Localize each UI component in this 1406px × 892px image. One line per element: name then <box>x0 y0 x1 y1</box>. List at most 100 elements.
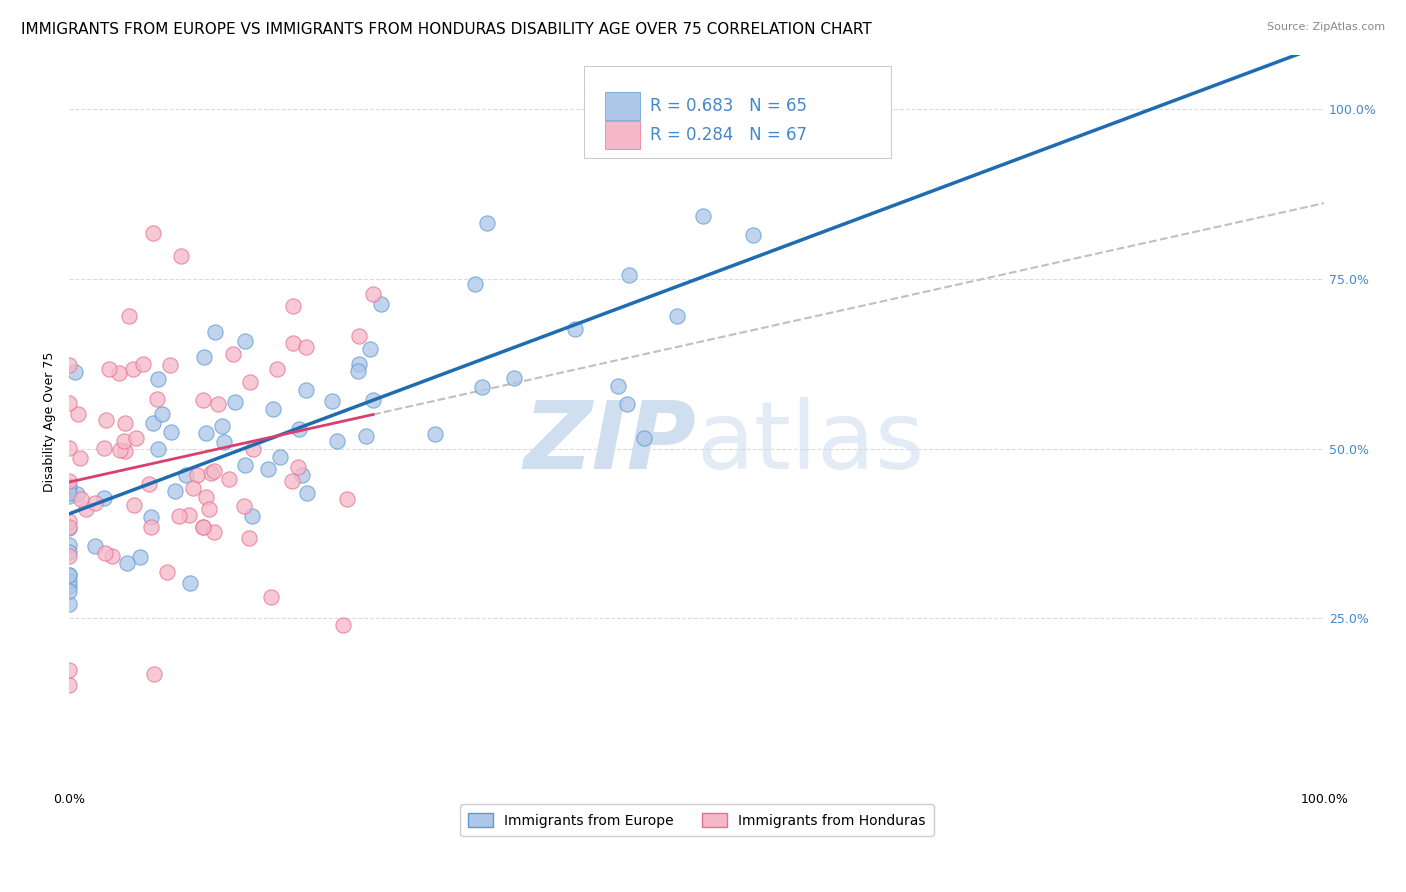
Point <box>233 458 256 472</box>
Point <box>174 467 197 482</box>
Point <box>94 413 117 427</box>
Point <box>142 416 165 430</box>
Point <box>75 501 97 516</box>
Point <box>242 442 264 456</box>
Point <box>58 358 80 372</box>
Point <box>121 362 143 376</box>
Point <box>197 501 219 516</box>
Point <box>58 478 80 492</box>
Point <box>281 474 304 488</box>
Point <box>159 425 181 439</box>
Point <box>58 579 80 593</box>
Point <box>58 568 80 582</box>
Point <box>741 228 763 243</box>
Point <box>321 394 343 409</box>
Point <box>70 491 93 506</box>
Point <box>146 392 169 406</box>
Point <box>665 309 688 323</box>
Point <box>93 546 115 560</box>
Point <box>477 216 499 230</box>
Point <box>58 568 80 582</box>
Point <box>58 474 80 488</box>
Point <box>128 549 150 564</box>
Text: atlas: atlas <box>697 398 925 490</box>
Point <box>349 329 371 343</box>
Point <box>202 525 225 540</box>
Point <box>294 340 316 354</box>
Point <box>58 549 80 563</box>
Point <box>359 343 381 357</box>
Point <box>354 429 377 443</box>
Point <box>58 442 80 456</box>
Point <box>260 590 283 604</box>
Point <box>131 357 153 371</box>
Point <box>195 490 218 504</box>
Point <box>100 549 122 563</box>
Point <box>84 539 107 553</box>
Point <box>165 484 187 499</box>
Point <box>58 584 80 599</box>
Point <box>326 434 349 449</box>
Point <box>564 322 586 336</box>
Text: R = 0.683   N = 65: R = 0.683 N = 65 <box>651 96 807 115</box>
Point <box>266 362 288 376</box>
Point <box>108 442 131 457</box>
Legend: Immigrants from Europe, Immigrants from Honduras: Immigrants from Europe, Immigrants from … <box>460 805 934 836</box>
Y-axis label: Disability Age Over 75: Disability Age Over 75 <box>44 351 56 491</box>
Point <box>181 481 204 495</box>
Point <box>332 618 354 632</box>
Point <box>464 277 486 291</box>
Point <box>218 471 240 485</box>
Point <box>66 487 89 501</box>
Point <box>281 299 304 313</box>
Point <box>617 268 640 282</box>
Point <box>58 520 80 534</box>
Point <box>107 367 129 381</box>
Point <box>238 531 260 545</box>
Point <box>239 375 262 389</box>
Point <box>202 464 225 478</box>
Point <box>179 576 201 591</box>
Point <box>58 514 80 528</box>
Point <box>471 379 494 393</box>
Point <box>287 422 309 436</box>
Point <box>83 495 105 509</box>
FancyBboxPatch shape <box>605 121 640 149</box>
Point <box>58 574 80 589</box>
Point <box>262 401 284 416</box>
Text: Source: ZipAtlas.com: Source: ZipAtlas.com <box>1267 22 1385 32</box>
Point <box>423 426 446 441</box>
Point <box>692 209 714 223</box>
Point <box>150 407 173 421</box>
Point <box>295 485 318 500</box>
Point <box>58 482 80 496</box>
Point <box>269 450 291 464</box>
Point <box>58 396 80 410</box>
Point <box>139 510 162 524</box>
Text: R = 0.284   N = 67: R = 0.284 N = 67 <box>651 126 807 144</box>
Point <box>58 538 80 552</box>
Point <box>195 425 218 440</box>
Point <box>193 351 215 365</box>
Point <box>235 334 257 349</box>
Point <box>167 508 190 523</box>
Point <box>191 520 214 534</box>
Point <box>606 378 628 392</box>
Point <box>118 310 141 324</box>
Point <box>211 419 233 434</box>
Point <box>114 416 136 430</box>
FancyBboxPatch shape <box>605 92 640 120</box>
Point <box>347 363 370 377</box>
Point <box>122 498 145 512</box>
Point <box>232 499 254 513</box>
Point <box>143 667 166 681</box>
Point <box>148 442 170 456</box>
Point <box>156 565 179 579</box>
Point <box>616 397 638 411</box>
Point <box>224 394 246 409</box>
Point <box>207 396 229 410</box>
Point <box>361 286 384 301</box>
Point <box>138 476 160 491</box>
Point <box>633 431 655 445</box>
Point <box>58 521 80 535</box>
